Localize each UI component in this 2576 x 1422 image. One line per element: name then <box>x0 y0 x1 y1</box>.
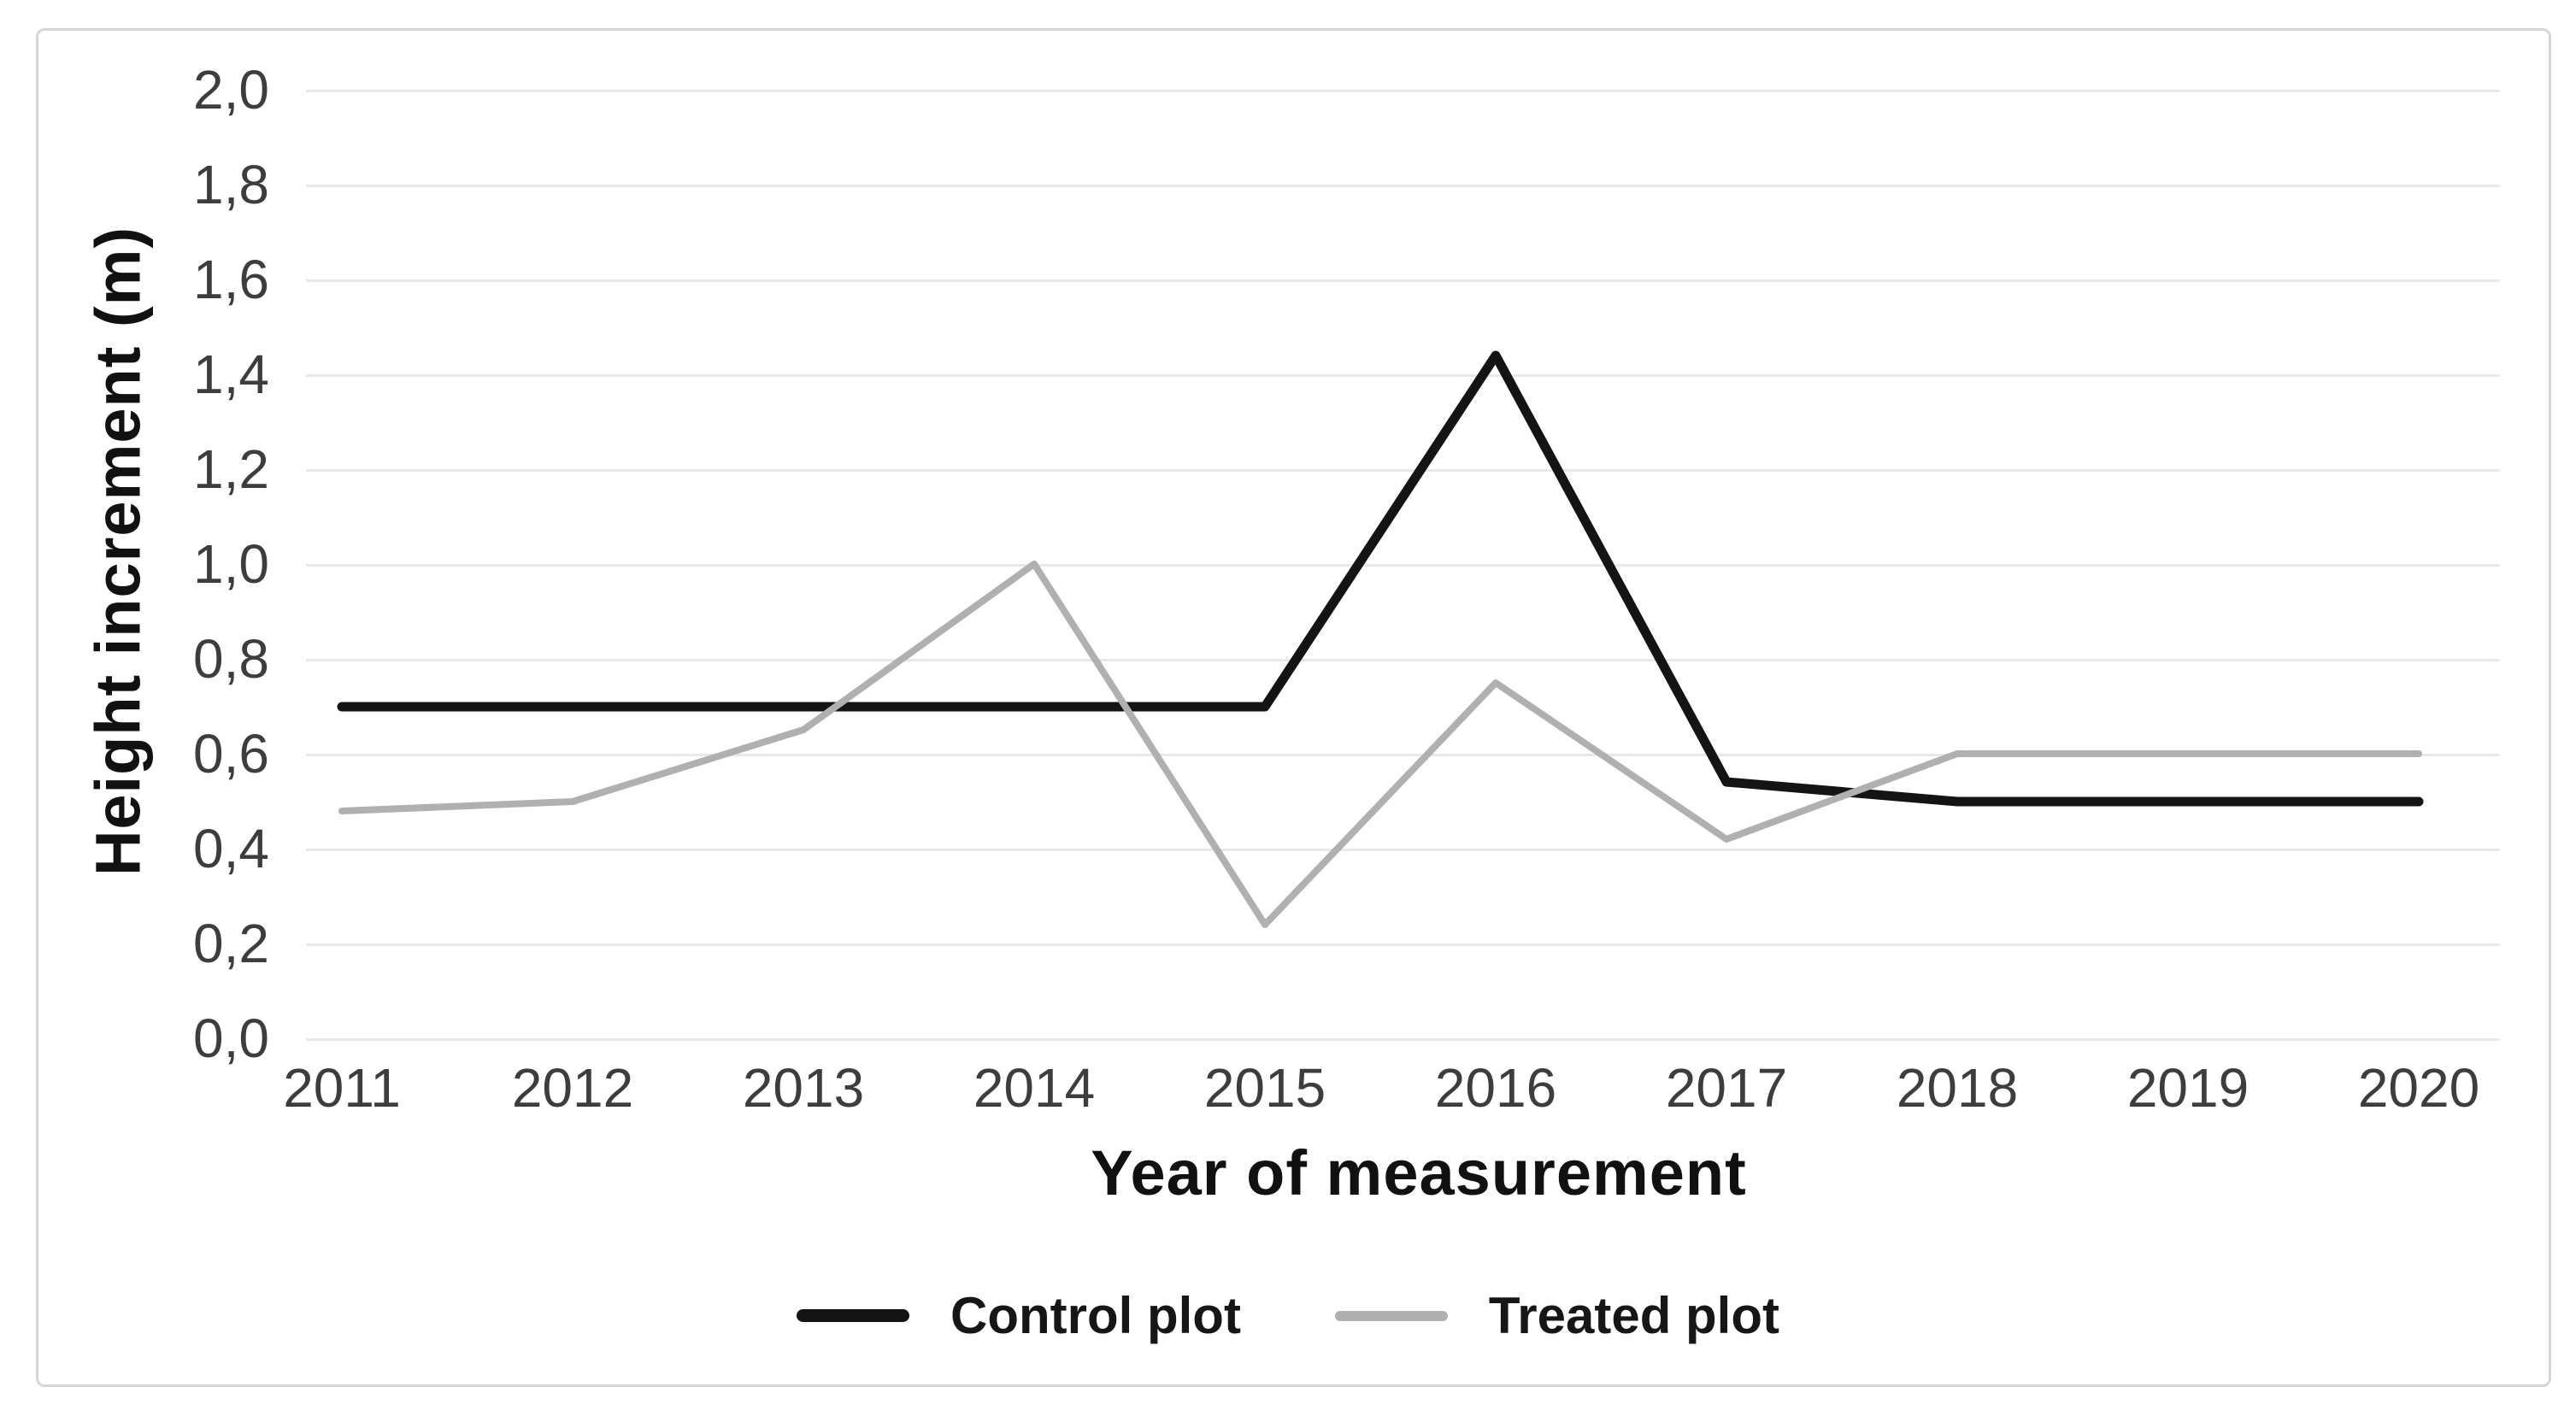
x-tick-label: 2011 <box>283 1057 401 1119</box>
y-tick-label: 1,4 <box>193 344 269 405</box>
y-tick-label: 1,0 <box>193 533 269 595</box>
gridline <box>306 659 2500 661</box>
legend-item-control-plot: Control plot <box>797 1286 1241 1345</box>
gridline <box>306 564 2500 567</box>
y-tick-label: 1,2 <box>193 438 269 500</box>
plot-area <box>306 90 2500 1041</box>
gridline <box>306 185 2500 187</box>
y-tick-label: 0,6 <box>193 723 269 784</box>
x-tick-label: 2012 <box>511 1057 634 1119</box>
y-tick-label: 1,6 <box>193 249 269 310</box>
x-tick-label: 2019 <box>2126 1057 2250 1119</box>
x-tick-label: 2017 <box>1665 1057 1788 1119</box>
x-tick-label: 2020 <box>2357 1057 2480 1119</box>
treated-plot-line <box>338 561 2422 928</box>
control-plot-line-swatch <box>797 1309 910 1322</box>
legend: Control plot Treated plot <box>0 1286 2576 1345</box>
y-tick-label: 0,0 <box>193 1008 269 1069</box>
y-tick-label: 1,8 <box>193 154 269 215</box>
gridline <box>306 1038 2500 1041</box>
legend-label-control-plot: Control plot <box>950 1287 1241 1344</box>
gridline <box>306 279 2500 282</box>
y-tick-label: 0,2 <box>193 913 269 974</box>
legend-item-treated-plot: Treated plot <box>1334 1286 1779 1345</box>
gridline <box>306 374 2500 377</box>
figure-border <box>36 28 2551 1387</box>
gridline <box>306 943 2500 946</box>
x-tick-label: 2015 <box>1203 1057 1326 1119</box>
gridline <box>306 90 2500 92</box>
gridline <box>306 849 2500 851</box>
gridline <box>306 469 2500 472</box>
y-tick-label: 0,4 <box>193 818 269 879</box>
x-tick-label: 2013 <box>742 1057 865 1119</box>
y-tick-label: 0,8 <box>193 628 269 690</box>
control-plot-line <box>337 350 2424 807</box>
legend-label-treated-plot: Treated plot <box>1488 1287 1779 1344</box>
gridline <box>306 754 2500 756</box>
x-axis-title: Year of measurement <box>1091 1137 1747 1208</box>
y-tick-label: 2,0 <box>193 59 269 120</box>
treated-plot-line-swatch <box>1334 1310 1448 1321</box>
x-tick-label: 2018 <box>1896 1057 2019 1119</box>
x-tick-label: 2016 <box>1434 1057 1557 1119</box>
x-tick-label: 2014 <box>973 1057 1096 1119</box>
